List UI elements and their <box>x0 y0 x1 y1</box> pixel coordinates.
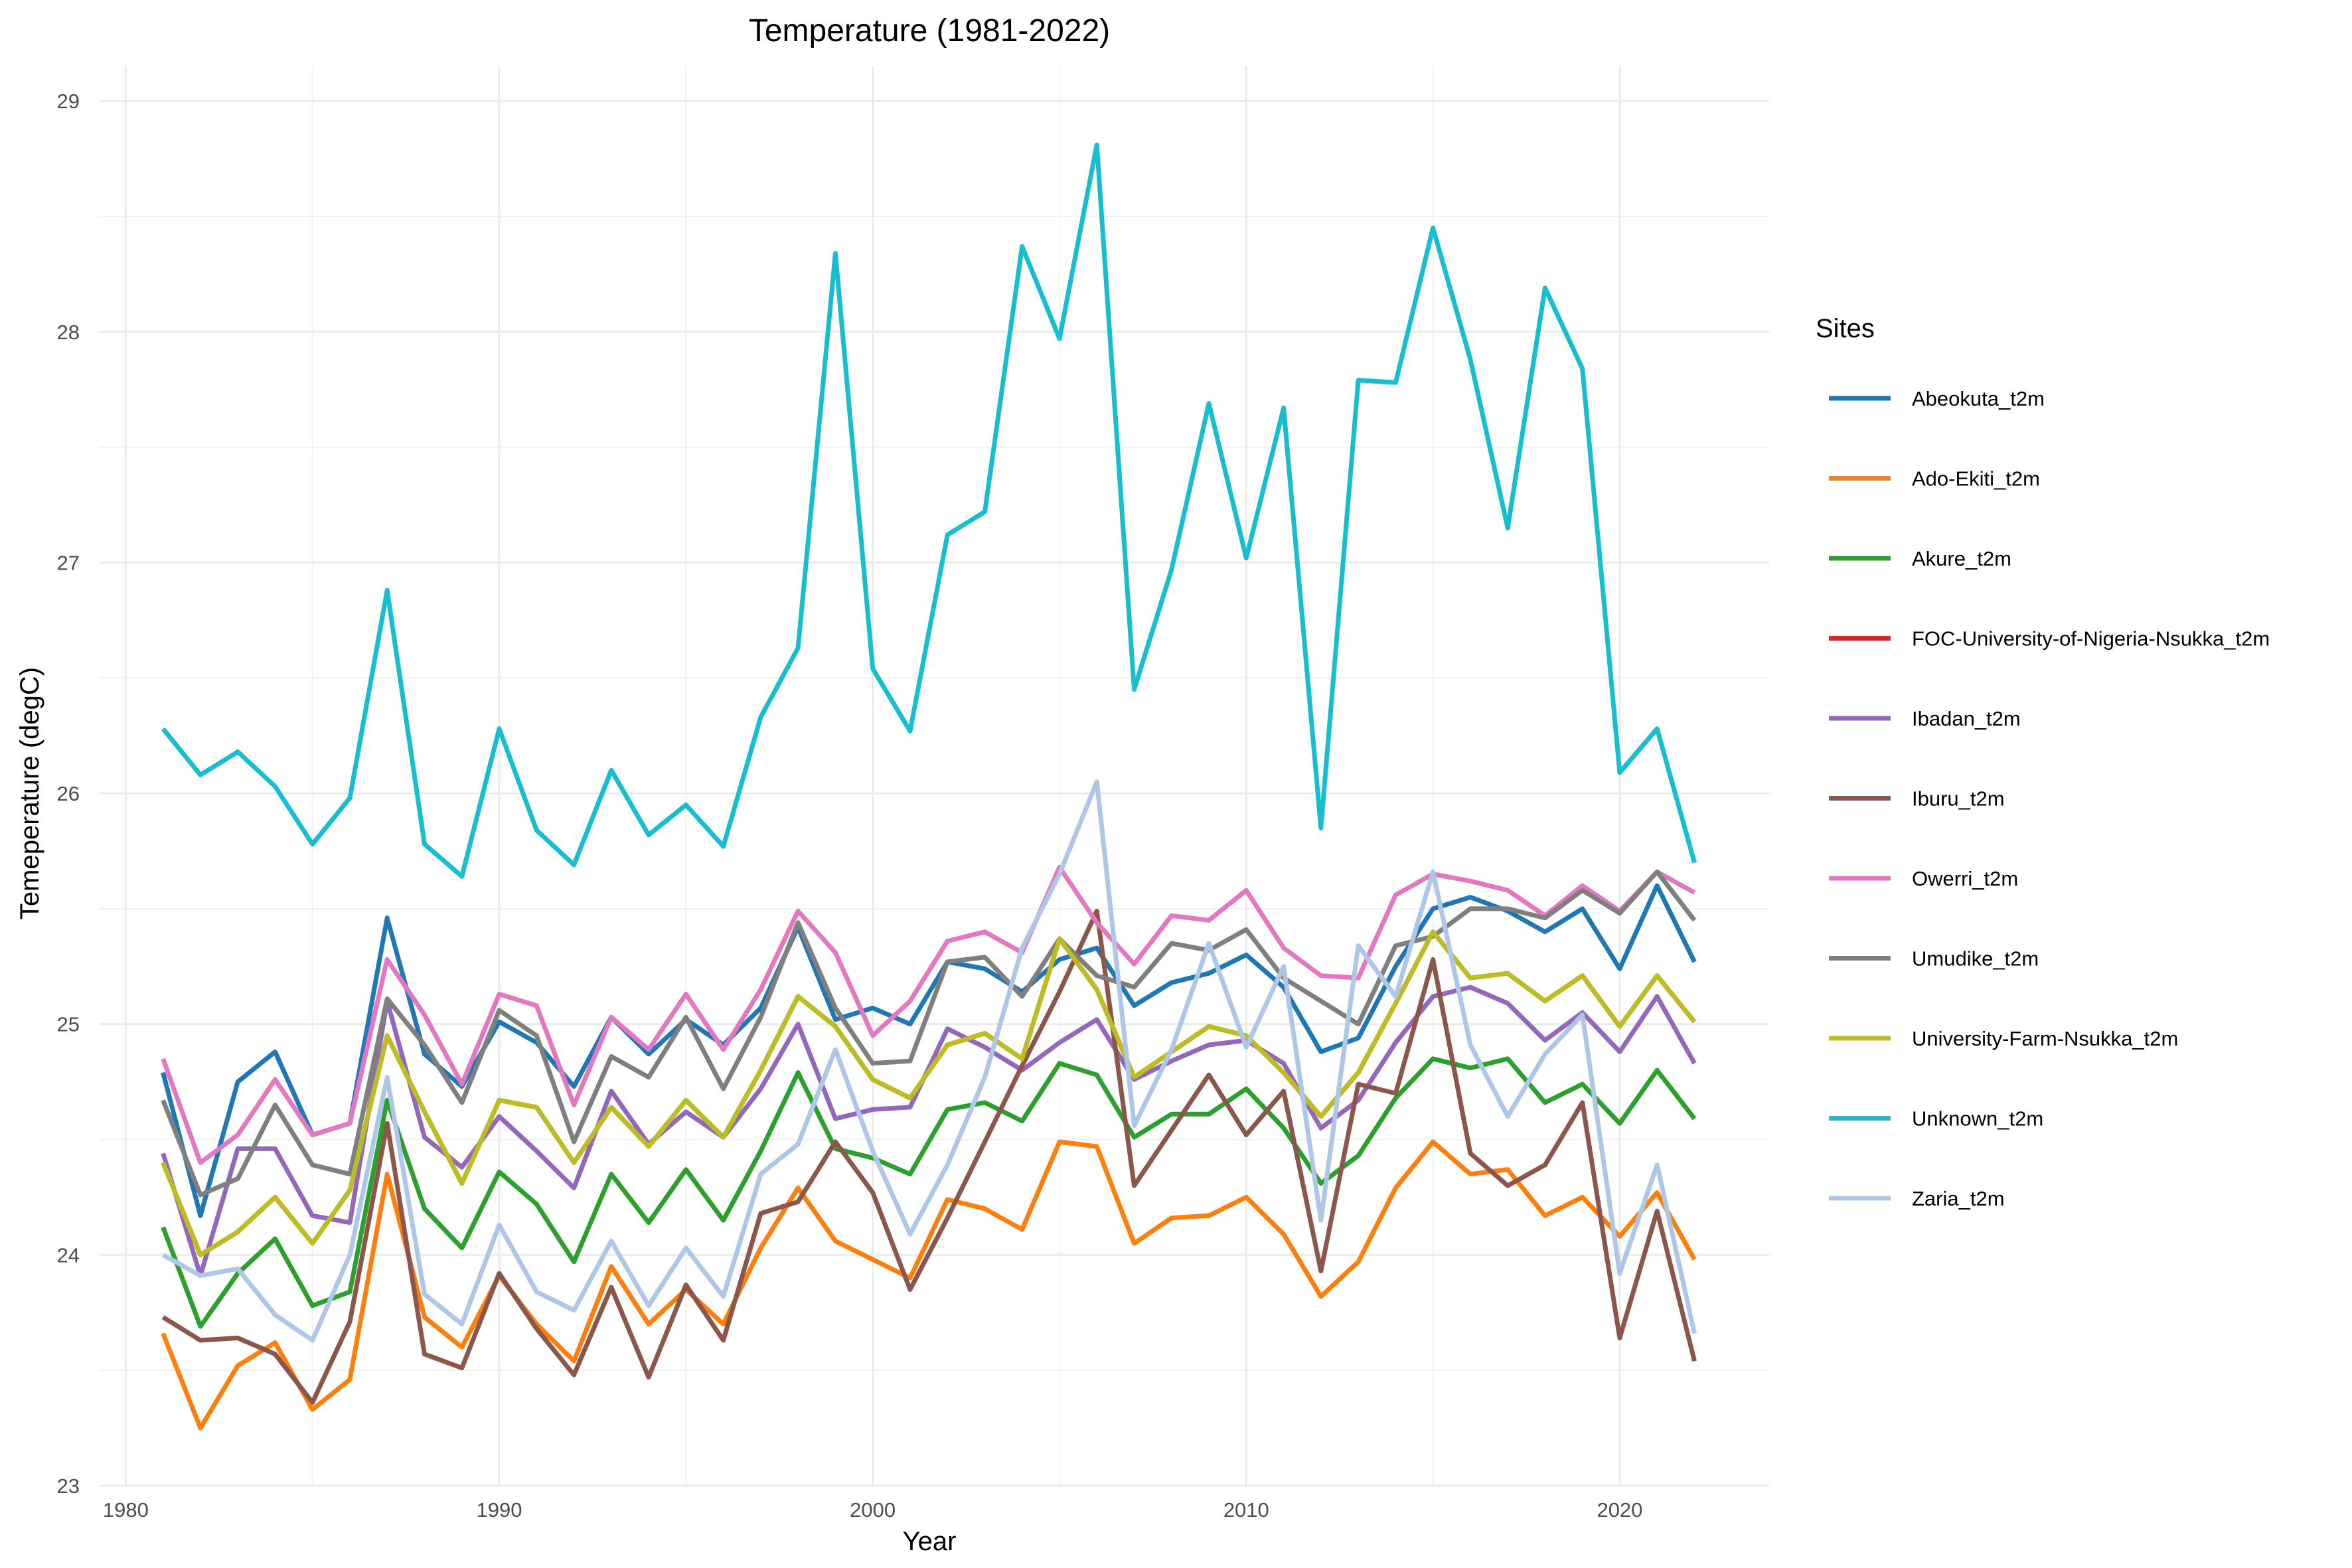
series-line-owerri_t2m <box>161 864 1696 1165</box>
y-tick-label: 29 <box>57 90 80 113</box>
legend-item: Iburu_t2m <box>1829 787 2005 811</box>
legend-item: Akure_t2m <box>1829 547 2011 570</box>
y-tick-label: 24 <box>57 1243 80 1267</box>
x-tick-label: 2020 <box>1597 1498 1642 1522</box>
legend-item: Ado-Ekiti_t2m <box>1829 467 2040 491</box>
y-tick-label: 25 <box>57 1013 80 1036</box>
legend: Sites Abeokuta_t2m Ado-Ekiti_t2m Akure_t2m… <box>1816 314 2270 1210</box>
series-line-iburu_t2m <box>161 908 1697 1405</box>
legend-items: Abeokuta_t2m Ado-Ekiti_t2m Akure_t2m FOC-Un… <box>1829 387 2270 1210</box>
series-line-unknown_t2m <box>161 142 1697 879</box>
legend-item: University-Farm-Nsukka_t2m <box>1829 1027 2178 1050</box>
y-tick-label: 23 <box>57 1474 80 1498</box>
legend-label: Ibadan_t2m <box>1912 707 2021 730</box>
x-axis-tick-labels: 1980 1990 2000 2010 2020 <box>103 1498 1643 1522</box>
legend-item: Abeokuta_t2m <box>1829 387 2045 410</box>
chart-title: Temperature (1981-2022) <box>749 13 1110 48</box>
legend-item: Owerri_t2m <box>1829 867 2018 890</box>
series-line-akure_t2m <box>161 1056 1697 1329</box>
x-tick-label: 1990 <box>477 1498 522 1522</box>
legend-label: Owerri_t2m <box>1912 867 2018 890</box>
legend-label: University-Farm-Nsukka_t2m <box>1912 1027 2178 1050</box>
series-line-umudike_t2m <box>161 869 1697 1198</box>
legend-item: Zaria_t2m <box>1829 1187 2005 1210</box>
x-tick-label: 2010 <box>1223 1498 1269 1522</box>
legend-item: FOC-University-of-Nigeria-Nsukka_t2m <box>1829 627 2270 651</box>
y-tick-label: 26 <box>57 782 80 805</box>
y-axis-tick-labels: 23 24 25 26 27 28 29 <box>57 90 80 1498</box>
x-axis-title: Year <box>903 1527 957 1556</box>
y-axis-title: Temeperature (degC) <box>15 667 44 919</box>
x-tick-label: 2000 <box>850 1498 896 1522</box>
legend-label: Unknown_t2m <box>1912 1107 2043 1131</box>
legend-title: Sites <box>1816 314 1875 343</box>
legend-label: Iburu_t2m <box>1912 787 2005 811</box>
major-gridlines <box>100 66 1769 1487</box>
series-line-ado-ekiti_t2m <box>161 1139 1697 1431</box>
legend-label: Ado-Ekiti_t2m <box>1912 467 2040 491</box>
legend-label: Zaria_t2m <box>1912 1187 2005 1210</box>
legend-item: Unknown_t2m <box>1829 1107 2043 1131</box>
series-lines <box>161 142 1697 1431</box>
legend-label: FOC-University-of-Nigeria-Nsukka_t2m <box>1912 627 2270 651</box>
y-tick-label: 28 <box>57 321 80 344</box>
legend-item: Ibadan_t2m <box>1829 707 2021 730</box>
x-tick-label: 1980 <box>103 1498 149 1522</box>
legend-label: Umudike_t2m <box>1912 947 2039 971</box>
series-line-university-farm-nsukka_t2m <box>161 929 1697 1257</box>
series-line-zaria_t2m <box>161 779 1697 1343</box>
y-tick-label: 27 <box>57 551 80 574</box>
legend-item: Umudike_t2m <box>1829 947 2039 971</box>
legend-label: Akure_t2m <box>1912 547 2011 570</box>
legend-label: Abeokuta_t2m <box>1912 387 2045 410</box>
